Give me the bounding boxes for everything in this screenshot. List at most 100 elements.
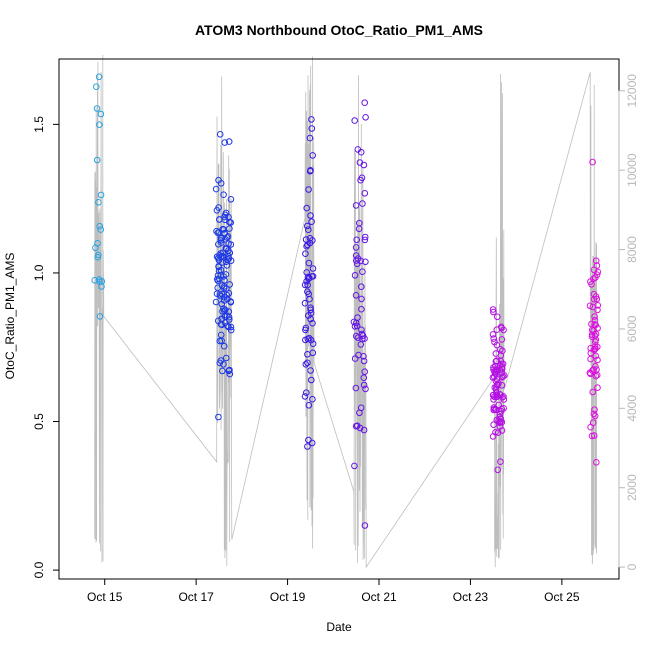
- data-point: [361, 233, 369, 241]
- x-tick-label: Oct 25: [544, 590, 580, 604]
- data-point: [500, 405, 508, 412]
- data-point: [303, 242, 310, 250]
- data-point: [352, 422, 360, 430]
- data-point: [359, 335, 366, 343]
- data-point: [590, 366, 597, 373]
- y2-tick-label: 6000: [625, 315, 639, 342]
- data-point: [358, 283, 365, 291]
- data-point: [224, 256, 231, 263]
- data-point: [591, 343, 599, 350]
- data-point: [309, 349, 317, 357]
- data-point: [490, 396, 497, 403]
- data-point: [97, 110, 105, 118]
- data-point: [356, 159, 364, 166]
- data-point: [496, 362, 504, 369]
- data-point: [227, 323, 235, 331]
- x-tick-label: Oct 17: [178, 590, 214, 604]
- data-point: [221, 139, 228, 146]
- x-tick-label: Oct 23: [453, 590, 489, 604]
- data-point: [96, 222, 103, 230]
- data-point: [307, 167, 314, 174]
- data-point: [215, 263, 222, 271]
- data-point: [593, 459, 600, 466]
- data-point: [361, 522, 369, 529]
- data-point: [226, 370, 234, 378]
- data-point: [305, 402, 313, 409]
- data-point: [587, 423, 594, 431]
- data-point: [591, 321, 598, 328]
- data-point: [94, 240, 101, 247]
- data-point: [491, 384, 499, 391]
- data-point: [225, 247, 232, 254]
- data-point: [304, 222, 311, 230]
- data-point: [590, 275, 597, 283]
- y-tick-label: 1.5: [32, 116, 46, 133]
- data-point: [307, 367, 314, 374]
- secondary-series-line: [94, 54, 597, 569]
- data-point: [97, 191, 105, 199]
- data-point: [500, 396, 508, 403]
- data-point: [306, 134, 314, 142]
- y2-tick-label: 8000: [625, 236, 639, 263]
- data-point: [96, 121, 103, 128]
- data-point: [354, 146, 362, 153]
- data-point: [226, 366, 233, 374]
- data-point: [302, 361, 310, 368]
- data-point: [305, 259, 313, 267]
- data-point: [212, 298, 220, 306]
- data-point: [225, 290, 233, 297]
- data-point: [588, 281, 595, 288]
- data-point: [224, 322, 231, 330]
- y-tick-label: 1.0: [32, 264, 46, 281]
- data-point: [359, 200, 366, 207]
- plot-area: [91, 54, 602, 569]
- data-point: [302, 250, 309, 257]
- data-point: [225, 367, 233, 375]
- y2-tick-label: 2000: [625, 474, 639, 501]
- data-point: [358, 326, 365, 334]
- data-point: [352, 202, 360, 209]
- data-point: [93, 156, 101, 164]
- data-point: [591, 313, 598, 320]
- data-point: [587, 344, 595, 352]
- data-point: [227, 196, 235, 203]
- data-point: [593, 262, 601, 269]
- data-point: [93, 105, 101, 112]
- data-point: [586, 302, 594, 310]
- data-point: [357, 176, 364, 184]
- data-point: [307, 336, 315, 344]
- data-point: [362, 114, 369, 121]
- data-point: [309, 340, 317, 348]
- data-point: [358, 305, 365, 313]
- data-point: [305, 275, 312, 283]
- data-point: [591, 406, 598, 414]
- data-point: [302, 324, 310, 332]
- data-point: [591, 345, 599, 353]
- data-point: [214, 272, 222, 279]
- data-point: [301, 299, 309, 307]
- data-point: [496, 418, 503, 426]
- data-point: [494, 429, 502, 436]
- x-axis-label: Date: [326, 620, 352, 634]
- data-point: [95, 199, 102, 206]
- data-point: [353, 332, 360, 340]
- data-point: [498, 427, 506, 434]
- x-tick-label: Oct 15: [87, 590, 123, 604]
- data-point: [301, 393, 309, 400]
- data-point: [489, 306, 497, 313]
- data-point: [360, 381, 368, 389]
- data-point: [219, 308, 226, 315]
- y-tick-label: 0.5: [32, 413, 46, 430]
- data-point: [361, 368, 369, 376]
- data-point: [305, 186, 312, 193]
- data-point: [362, 385, 369, 393]
- data-point: [497, 415, 504, 423]
- data-point: [308, 125, 316, 132]
- data-point: [359, 268, 366, 276]
- data-point: [587, 370, 594, 378]
- data-point: [227, 298, 234, 305]
- data-point: [214, 229, 222, 237]
- data-point: [351, 462, 358, 470]
- data-point: [307, 212, 314, 219]
- data-point: [356, 219, 363, 227]
